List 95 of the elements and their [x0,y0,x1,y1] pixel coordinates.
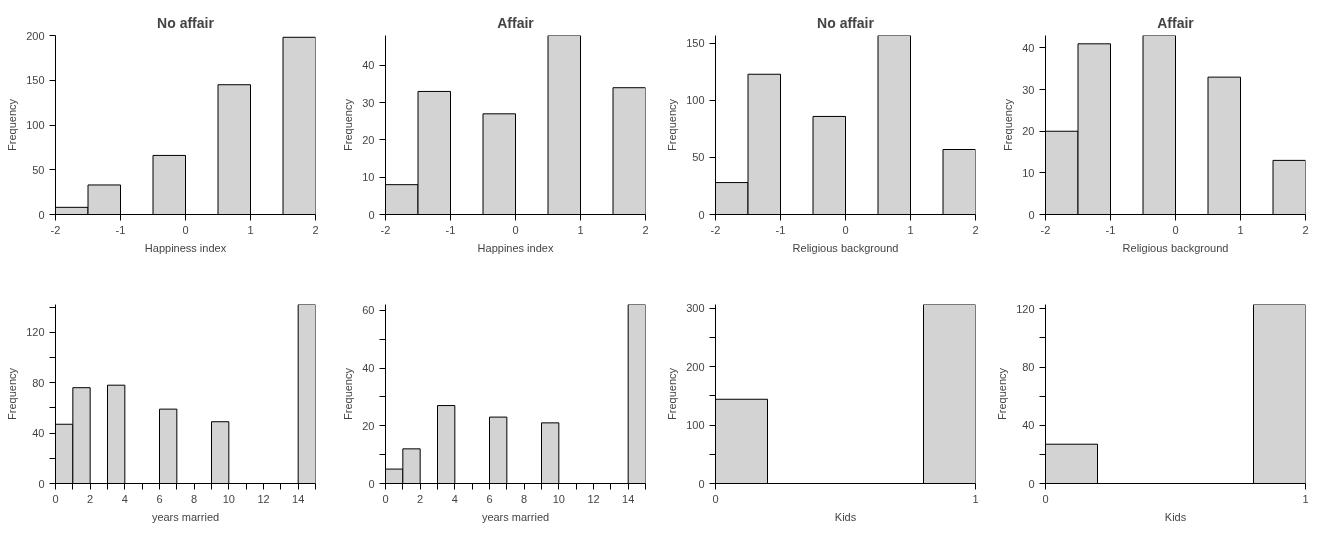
chart-title: No affair [817,14,875,31]
y-tick-label: 10 [1022,166,1035,179]
y-tick-label: 40 [362,59,375,72]
y-tick-label: 100 [686,419,705,431]
x-tick-label: 1 [1237,223,1244,236]
x-tick-label: 1 [972,492,979,505]
x-tick-label: -2 [50,223,61,236]
x-axis-title: Religious background [792,241,899,254]
y-tick-label: 80 [32,376,45,389]
x-tick-label: 1 [1302,492,1309,505]
y-axis-title: Frequency [666,98,679,151]
x-axis-title: Kids [834,510,857,523]
x-tick-label: 2 [417,492,424,505]
x-tick-label: 0 [52,492,59,505]
x-tick-label: 8 [521,492,528,505]
y-tick-label: 300 [686,302,705,315]
chart-title: Affair [497,14,535,31]
x-tick-label: 10 [222,492,235,505]
y-tick-label: 0 [368,208,375,221]
y-tick-label: 0 [1028,208,1035,221]
y-tick-label: 40 [1022,419,1035,432]
x-axis-title: Happiness index [144,241,227,254]
x-tick-label: 2 [312,223,319,236]
y-tick-label: 0 [368,477,375,490]
y-tick-label: 20 [1022,125,1035,138]
x-axis-title: years married [481,510,550,523]
y-tick-label: 40 [362,362,375,375]
x-tick-label: 4 [121,492,128,505]
y-tick-label: 0 [38,477,45,490]
x-tick-label: 6 [156,492,163,505]
x-tick-label: 2 [972,223,979,236]
y-tick-label: 50 [692,151,705,164]
chart-title: No affair [157,14,215,31]
x-tick-label: 2 [642,223,649,236]
x-tick-label: 0 [842,223,849,236]
x-tick-label: 0 [1172,223,1179,236]
x-tick-label: -2 [380,223,391,236]
x-tick-label: 0 [382,492,389,505]
y-tick-label: 50 [32,163,45,176]
y-tick-label: 40 [32,427,45,440]
y-tick-label: 150 [686,37,705,50]
y-axis-title: Frequency [342,98,355,151]
y-tick-label: 0 [1028,477,1035,490]
x-tick-label: 1 [577,223,584,236]
y-tick-label: 20 [362,419,375,432]
x-tick-label: 0 [182,223,189,236]
y-tick-label: 80 [1022,361,1035,374]
y-tick-label: 150 [26,74,45,87]
x-tick-label: -1 [1105,223,1116,236]
y-axis-title: Frequency [6,367,19,420]
x-tick-label: -2 [710,223,721,236]
y-tick-label: 60 [362,304,375,317]
y-tick-label: 200 [26,29,45,42]
x-tick-label: 0 [512,223,519,236]
y-tick-label: 100 [686,94,705,107]
x-axis-title: Kids [1164,510,1187,523]
x-tick-label: 10 [552,492,565,505]
y-tick-label: 10 [362,171,375,184]
y-tick-label: 100 [26,119,45,131]
x-axis-title: years married [151,510,220,523]
y-tick-label: 30 [362,96,375,109]
y-tick-label: 120 [26,326,45,339]
x-tick-label: 14 [622,492,635,505]
chart-title: Affair [1157,14,1195,31]
x-tick-label: 0 [1042,492,1049,505]
x-tick-label: 2 [87,492,94,505]
y-tick-label: 40 [1022,41,1035,54]
x-tick-label: 2 [1302,223,1309,236]
y-tick-label: 0 [698,477,705,490]
x-tick-label: -1 [775,223,786,236]
y-axis-title: Frequency [342,367,355,420]
x-tick-label: 14 [292,492,305,505]
y-tick-label: 0 [38,208,45,221]
x-tick-label: 0 [712,492,719,505]
y-axis-title: Frequency [996,367,1009,420]
x-tick-label: 6 [486,492,493,505]
y-tick-label: 0 [698,208,705,221]
y-axis-title: Frequency [666,367,679,420]
x-axis-title: Happines index [477,241,554,254]
y-tick-label: 200 [686,360,705,373]
x-tick-label: 1 [907,223,914,236]
y-tick-label: 120 [1016,302,1035,315]
y-axis-title: Frequency [1002,98,1015,151]
x-axis-title: Religious background [1122,241,1229,254]
x-tick-label: -2 [1040,223,1051,236]
y-tick-label: 30 [1022,83,1035,96]
x-tick-label: 1 [247,223,254,236]
x-tick-label: -1 [115,223,126,236]
x-tick-label: 12 [587,492,600,505]
y-axis-title: Frequency [6,98,19,151]
x-tick-label: -1 [445,223,456,236]
x-tick-label: 4 [451,492,458,505]
x-tick-label: 8 [191,492,198,505]
y-tick-label: 20 [362,133,375,146]
x-tick-label: 12 [257,492,270,505]
